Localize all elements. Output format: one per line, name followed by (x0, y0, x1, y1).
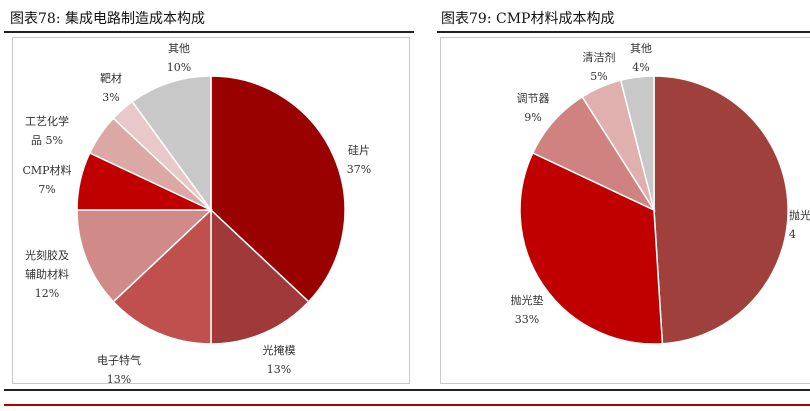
ic-cost-chart-panel: 硅片 37% 光掩模 13% 电子特气 13% 光刻胶及辅助材料 12% CMP材料 7% 工艺化学… (12, 37, 410, 386)
title-underline-right (437, 31, 810, 33)
page-bottom-rule (4, 389, 810, 391)
pie-label-2: 光掩模 13% (263, 343, 296, 376)
pie-slice-1 (210, 75, 346, 303)
pie-slice-8 (131, 75, 212, 213)
pie-label-6: 工艺化学品 5% (25, 114, 69, 147)
pie-slice-2 (210, 208, 310, 345)
page-footer-accent-rule (4, 404, 810, 406)
pie-slice-3 (112, 208, 212, 345)
pie-label-3: 电子特气 13% (97, 353, 141, 386)
figure-79-title: 图表79: CMP材料成本构成 (441, 11, 615, 27)
pie-label-5: CMP材料 7% (22, 163, 71, 196)
cmp-cost-pie-chart: 抛光 4 抛光垫 33% 调节器 9% 清洁剂 5% 其他 4% (511, 42, 810, 345)
figure-78-title: 图表78: 集成电路制造成本构成 (10, 11, 205, 27)
pie-label-4: 光刻胶及辅助材料 12% (25, 248, 69, 300)
pie-slice-1 (653, 75, 789, 345)
pie-label-3: 调节器 9% (517, 92, 550, 124)
pie-label-4: 清洁剂 5% (583, 50, 616, 83)
pie-label-5: 其他 4% (630, 42, 652, 74)
pie-slice-2 (519, 151, 664, 345)
pie-label-2: 抛光垫 33% (511, 293, 544, 326)
pie-slice-5 (619, 75, 655, 211)
pie-label-1: 抛光 4 (789, 208, 810, 241)
pie-label-1: 硅片 37% (347, 144, 371, 176)
title-underline-left (4, 31, 414, 33)
pie-label-7: 靶材 3% (100, 71, 122, 104)
cmp-cost-chart-panel: 抛光 4 抛光垫 33% 调节器 9% 清洁剂 5% 其他 4% (440, 37, 810, 384)
pie-slice-4 (76, 209, 213, 303)
ic-cost-pie-chart: 硅片 37% 光掩模 13% 电子特气 13% 光刻胶及辅助材料 12% CMP材料 7% 工艺化学… (22, 42, 371, 386)
pie-label-8: 其他 10% (167, 42, 191, 74)
